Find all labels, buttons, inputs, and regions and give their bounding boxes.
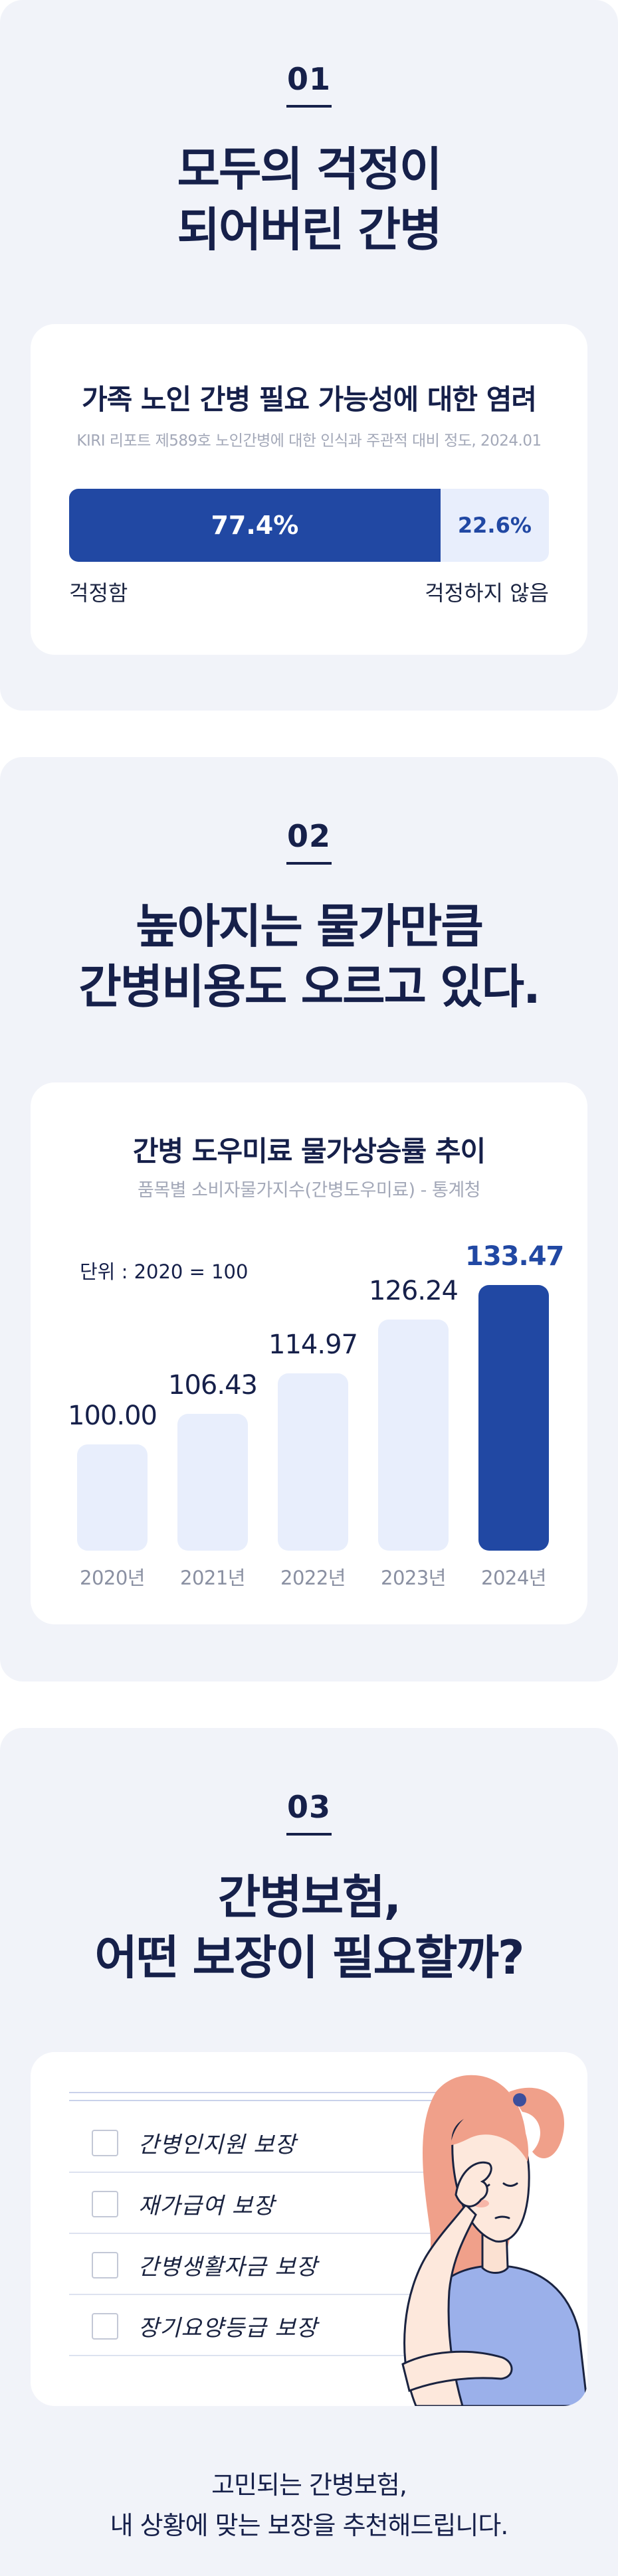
highlighted-text: 되어버린 간병 <box>174 200 444 260</box>
stacked-percentage-bar: 77.4% 22.6% <box>69 489 549 562</box>
number-underline <box>286 105 332 108</box>
chart-bar <box>278 1373 348 1551</box>
paper-line <box>69 2355 468 2356</box>
headline: 간병보험, 어떤 보장이 필요할까? <box>0 1867 618 1988</box>
price-index-card: 간병 도우미료 물가상승률 추이 품목별 소비자물가지수(간병도우미료) - 통… <box>31 1082 587 1624</box>
chart-value-label: 100.00 <box>68 1401 157 1431</box>
checklist-item-label: 간병인지원 보장 <box>138 2132 296 2158</box>
paper-line <box>69 2294 468 2295</box>
checklist-item[interactable]: 간병인지원 보장 <box>92 2126 296 2159</box>
chart-category-label: 2021년 <box>180 1567 245 1589</box>
section-number: 02 <box>286 818 331 854</box>
chart-bar <box>378 1319 449 1551</box>
card-source: 품목별 소비자물가지수(간병도우미료) - 통계청 <box>137 1180 481 1201</box>
chart-category-label: 2024년 <box>481 1567 546 1589</box>
highlighted-text: 간병비용도 오르고 있다. <box>76 957 542 1017</box>
checklist-item[interactable]: 재가급여 보장 <box>92 2188 275 2220</box>
headline-line-2: 간병비용도 오르고 있다. <box>78 960 540 1014</box>
checkbox[interactable] <box>92 2190 118 2217</box>
chart-bar <box>478 1285 549 1551</box>
chart-bar <box>177 1413 248 1551</box>
headline-line-1: 높아지는 물가만큼 <box>136 899 484 954</box>
checklist-item[interactable]: 간병생활자금 보장 <box>92 2249 318 2281</box>
paper-line <box>69 2172 468 2173</box>
headline: 모두의 걱정이 되어버린 간병 <box>0 139 618 260</box>
section-number: 03 <box>286 1789 331 1825</box>
footer-line-1: 고민되는 간병보험, <box>211 2470 407 2500</box>
worried-label: 걱정함 <box>69 580 128 606</box>
chart-value-label: 106.43 <box>168 1369 258 1401</box>
worried-woman-icon <box>401 2075 587 2406</box>
chart-value-label: 133.47 <box>465 1241 564 1272</box>
chart-category-label: 2022년 <box>280 1567 346 1589</box>
paper-line <box>69 2100 468 2101</box>
chart-value-label: 126.24 <box>369 1275 459 1306</box>
number-underline <box>286 862 332 865</box>
chart-value-label: 114.97 <box>268 1329 358 1360</box>
footer-message: 고민되는 간병보험, 내 상황에 맞는 보장을 추천해드립니다. <box>0 2465 618 2546</box>
unit-label: 단위 : 2020 = 100 <box>80 1260 249 1283</box>
footer-line-2: 내 상황에 맞는 보장을 추천해드립니다. <box>110 2510 509 2540</box>
not-worried-label: 걱정하지 않음 <box>425 580 549 606</box>
coverage-checklist-card: 간병인지원 보장 재가급여 보장 간병생활자금 보장 장기요양등급 보장 <box>31 2052 587 2406</box>
checklist-item[interactable]: 장기요양등급 보장 <box>92 2310 318 2342</box>
card-title: 간병 도우미료 물가상승률 추이 <box>132 1135 486 1167</box>
checkbox[interactable] <box>92 2312 118 2340</box>
card-title: 가족 노인 간병 필요 가능성에 대한 염려 <box>82 383 537 416</box>
checklist-item-label: 재가급여 보장 <box>138 2193 275 2219</box>
worried-value: 77.4% <box>211 511 299 540</box>
not-worried-value: 22.6% <box>457 513 532 538</box>
headline-line-2: 어떤 보장이 필요할까? <box>94 1931 525 1985</box>
chart-category-label: 2020년 <box>80 1567 145 1589</box>
checklist-item-label: 장기요양등급 보장 <box>138 2315 318 2342</box>
checkbox[interactable] <box>92 2251 118 2278</box>
headline-line-1: 간병보험, <box>217 1870 401 1925</box>
headline-line-2: 되어버린 간병 <box>177 203 443 257</box>
section-number: 01 <box>286 61 331 97</box>
chart-bar <box>77 1444 148 1551</box>
paper-line <box>69 2092 468 2093</box>
checklist-item-label: 간병생활자금 보장 <box>138 2254 318 2280</box>
section-worry: 01 모두의 걱정이 되어버린 간병 가족 노인 간병 필요 가능성에 대한 염… <box>0 0 618 711</box>
headline: 높아지는 물가만큼 간병비용도 오르고 있다. <box>0 897 618 1017</box>
headline-line-1: 모두의 걱정이 <box>177 142 443 197</box>
worried-bar-segment: 77.4% <box>69 489 441 562</box>
worry-survey-card: 가족 노인 간병 필요 가능성에 대한 염려 KIRI 리포트 제589호 노인… <box>31 324 587 655</box>
highlighted-text: 어떤 보장이 필요할까? <box>92 1928 526 1988</box>
paper-line <box>69 2233 468 2234</box>
card-source: KIRI 리포트 제589호 노인간병에 대한 인식과 주관적 대비 정도, 2… <box>76 432 542 450</box>
number-underline <box>286 1833 332 1836</box>
not-worried-bar-segment: 22.6% <box>440 489 549 562</box>
chart-category-label: 2023년 <box>381 1567 446 1589</box>
checkbox[interactable] <box>92 2129 118 2156</box>
